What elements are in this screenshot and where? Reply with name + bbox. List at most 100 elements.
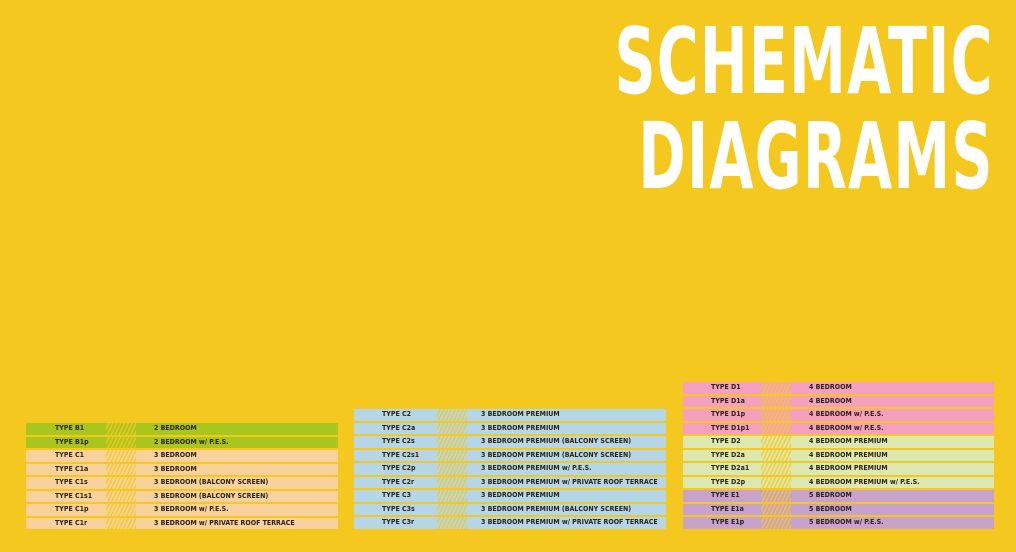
- hatch-divider: [761, 449, 791, 461]
- unit-type-label: TYPE B1: [55, 424, 85, 432]
- unit-type-label: TYPE D2p: [711, 477, 746, 486]
- unit-type-label: TYPE E1: [711, 491, 740, 499]
- hatch-divider: [106, 490, 136, 502]
- unit-description: 3 BEDROOM PREMIUM: [481, 410, 560, 418]
- unit-type-label: TYPE C1s: [55, 478, 88, 486]
- hatch-divider: [437, 436, 467, 448]
- hatch-divider: [437, 476, 467, 488]
- legend-row: TYPE C2s1 3 BEDROOM PREMIUM (BALCONY SCRE…: [354, 449, 666, 461]
- unit-type-label: TYPE C3s: [382, 504, 415, 513]
- unit-type-label: TYPE B1p: [55, 437, 89, 446]
- hatch-divider: [761, 463, 791, 475]
- unit-description: 3 BEDROOM: [154, 464, 197, 473]
- legend-row: TYPE D1p 4 BEDROOM w/ P.E.S.: [683, 409, 994, 421]
- hatch-divider: [106, 477, 136, 489]
- unit-description: 3 BEDROOM w/ P.E.S.: [154, 505, 229, 513]
- legend-row: TYPE D2 4 BEDROOM PREMIUM: [683, 436, 994, 448]
- legend-row: TYPE C2p 3 BEDROOM PREMIUM w/ P.E.S.: [354, 463, 666, 475]
- legend-row: TYPE D1a 4 BEDROOM: [683, 395, 994, 407]
- unit-type-label: TYPE E1a: [711, 504, 744, 513]
- unit-type-label: TYPE C2a: [382, 423, 416, 432]
- hatch-divider: [761, 395, 791, 407]
- unit-type-label: TYPE C3r: [382, 518, 415, 526]
- unit-description: 4 BEDROOM PREMIUM: [809, 437, 888, 445]
- legend-row: TYPE D2p 4 BEDROOM PREMIUM w/ P.E.S.: [683, 476, 994, 488]
- title-line-2: DIAGRAMS: [638, 103, 994, 210]
- unit-type-label: TYPE D1: [711, 383, 741, 391]
- hatch-divider: [106, 423, 136, 435]
- unit-description: 3 BEDROOM PREMIUM: [481, 491, 560, 499]
- legend-row: TYPE C1p 3 BEDROOM w/ P.E.S.: [26, 504, 338, 516]
- unit-description: 4 BEDROOM PREMIUM: [809, 450, 888, 459]
- legend-row: TYPE D1p1 4 BEDROOM w/ P.E.S.: [683, 422, 994, 434]
- hatch-divider: [437, 463, 467, 475]
- unit-type-label: TYPE D2a: [711, 450, 745, 459]
- legend-row: TYPE C1r 3 BEDROOM w/ PRIVATE ROOF TERRAC…: [26, 517, 338, 529]
- hatch-divider: [437, 409, 467, 421]
- legend-row: TYPE C2s 3 BEDROOM PREMIUM (BALCONY SCREE…: [354, 436, 666, 448]
- unit-description: 2 BEDROOM w/ P.E.S.: [154, 437, 229, 446]
- hatch-divider: [761, 382, 791, 394]
- unit-type-label: TYPE C1: [55, 451, 84, 459]
- legend-row: TYPE C2a 3 BEDROOM PREMIUM: [354, 422, 666, 434]
- hatch-divider: [761, 476, 791, 488]
- unit-description: 4 BEDROOM w/ P.E.S.: [809, 423, 884, 432]
- unit-type-label: TYPE E1p: [711, 518, 745, 526]
- hatch-divider: [437, 503, 467, 515]
- unit-type-label: TYPE C2r: [382, 477, 415, 486]
- unit-description: 3 BEDROOM PREMIUM w/ PRIVATE ROOF TERRAC…: [481, 518, 658, 526]
- legend-row: TYPE C3s 3 BEDROOM PREMIUM (BALCONY SCREE…: [354, 503, 666, 515]
- hatch-divider: [761, 409, 791, 421]
- unit-description: 4 BEDROOM PREMIUM w/ P.E.S.: [809, 477, 920, 486]
- legend-row: TYPE C3r 3 BEDROOM PREMIUM w/ PRIVATE ROO…: [354, 517, 666, 529]
- unit-type-label: TYPE C1s1: [55, 491, 93, 500]
- unit-type-label: TYPE C2: [382, 410, 411, 418]
- unit-description: 5 BEDROOM w/ P.E.S.: [809, 518, 884, 526]
- unit-description: 3 BEDROOM w/ PRIVATE ROOF TERRACE: [154, 518, 295, 527]
- hatch-divider: [106, 504, 136, 516]
- unit-description: 3 BEDROOM PREMIUM (BALCONY SCREEN): [481, 504, 632, 513]
- unit-description: 3 BEDROOM PREMIUM (BALCONY SCREEN): [481, 437, 632, 445]
- hatch-divider: [106, 517, 136, 529]
- hatch-divider: [437, 449, 467, 461]
- unit-legend-table-d-e: TYPE D1 4 BEDROOM TYPE D1a 4 BEDROOM TYPE D1…: [683, 382, 994, 529]
- unit-type-label: TYPE C1a: [55, 464, 89, 473]
- unit-description: 3 BEDROOM PREMIUM w/ P.E.S.: [481, 464, 592, 472]
- unit-description: 3 BEDROOM (BALCONY SCREEN): [154, 491, 269, 500]
- hatch-divider: [437, 422, 467, 434]
- hatch-divider: [761, 490, 791, 502]
- hatch-divider: [106, 450, 136, 462]
- legend-row: TYPE E1a 5 BEDROOM: [683, 503, 994, 515]
- legend-row: TYPE B1 2 BEDROOM: [26, 423, 338, 435]
- legend-row: TYPE D2a1 4 BEDROOM PREMIUM: [683, 463, 994, 475]
- unit-type-label: TYPE C1r: [55, 518, 88, 527]
- legend-row: TYPE D1 4 BEDROOM: [683, 382, 994, 394]
- unit-description: 3 BEDROOM: [154, 451, 197, 459]
- unit-type-label: TYPE D1p: [711, 410, 746, 418]
- hatch-divider: [761, 436, 791, 448]
- legend-row: TYPE C1a 3 BEDROOM: [26, 463, 338, 475]
- unit-type-label: TYPE C1p: [55, 505, 89, 513]
- unit-description: 4 BEDROOM PREMIUM: [809, 464, 888, 472]
- page-title: SCHEMATIC DIAGRAMS: [615, 14, 994, 204]
- unit-type-label: TYPE D1p1: [711, 423, 750, 432]
- unit-type-label: TYPE D2a1: [711, 464, 750, 472]
- legend-row: TYPE C2r 3 BEDROOM PREMIUM w/ PRIVATE ROO…: [354, 476, 666, 488]
- unit-description: 3 BEDROOM PREMIUM: [481, 423, 560, 432]
- unit-description: 2 BEDROOM: [154, 424, 197, 432]
- unit-description: 4 BEDROOM: [809, 396, 852, 405]
- legend-row: TYPE C3 3 BEDROOM PREMIUM: [354, 490, 666, 502]
- hatch-divider: [106, 463, 136, 475]
- legend-row: TYPE D2a 4 BEDROOM PREMIUM: [683, 449, 994, 461]
- hatch-divider: [761, 503, 791, 515]
- unit-legend-table-c2-c3: TYPE C2 3 BEDROOM PREMIUM TYPE C2a 3 BEDROO…: [354, 409, 666, 529]
- unit-type-label: TYPE C2s: [382, 437, 415, 445]
- legend-row: TYPE E1p 5 BEDROOM w/ P.E.S.: [683, 517, 994, 529]
- legend-row: TYPE C1s1 3 BEDROOM (BALCONY SCREEN): [26, 490, 338, 502]
- hatch-divider: [437, 517, 467, 529]
- unit-description: 5 BEDROOM: [809, 491, 852, 499]
- hatch-divider: [106, 436, 136, 448]
- unit-type-label: TYPE C2s1: [382, 450, 420, 459]
- legend-row: TYPE C1s 3 BEDROOM (BALCONY SCREEN): [26, 477, 338, 489]
- legend-row: TYPE B1p 2 BEDROOM w/ P.E.S.: [26, 436, 338, 448]
